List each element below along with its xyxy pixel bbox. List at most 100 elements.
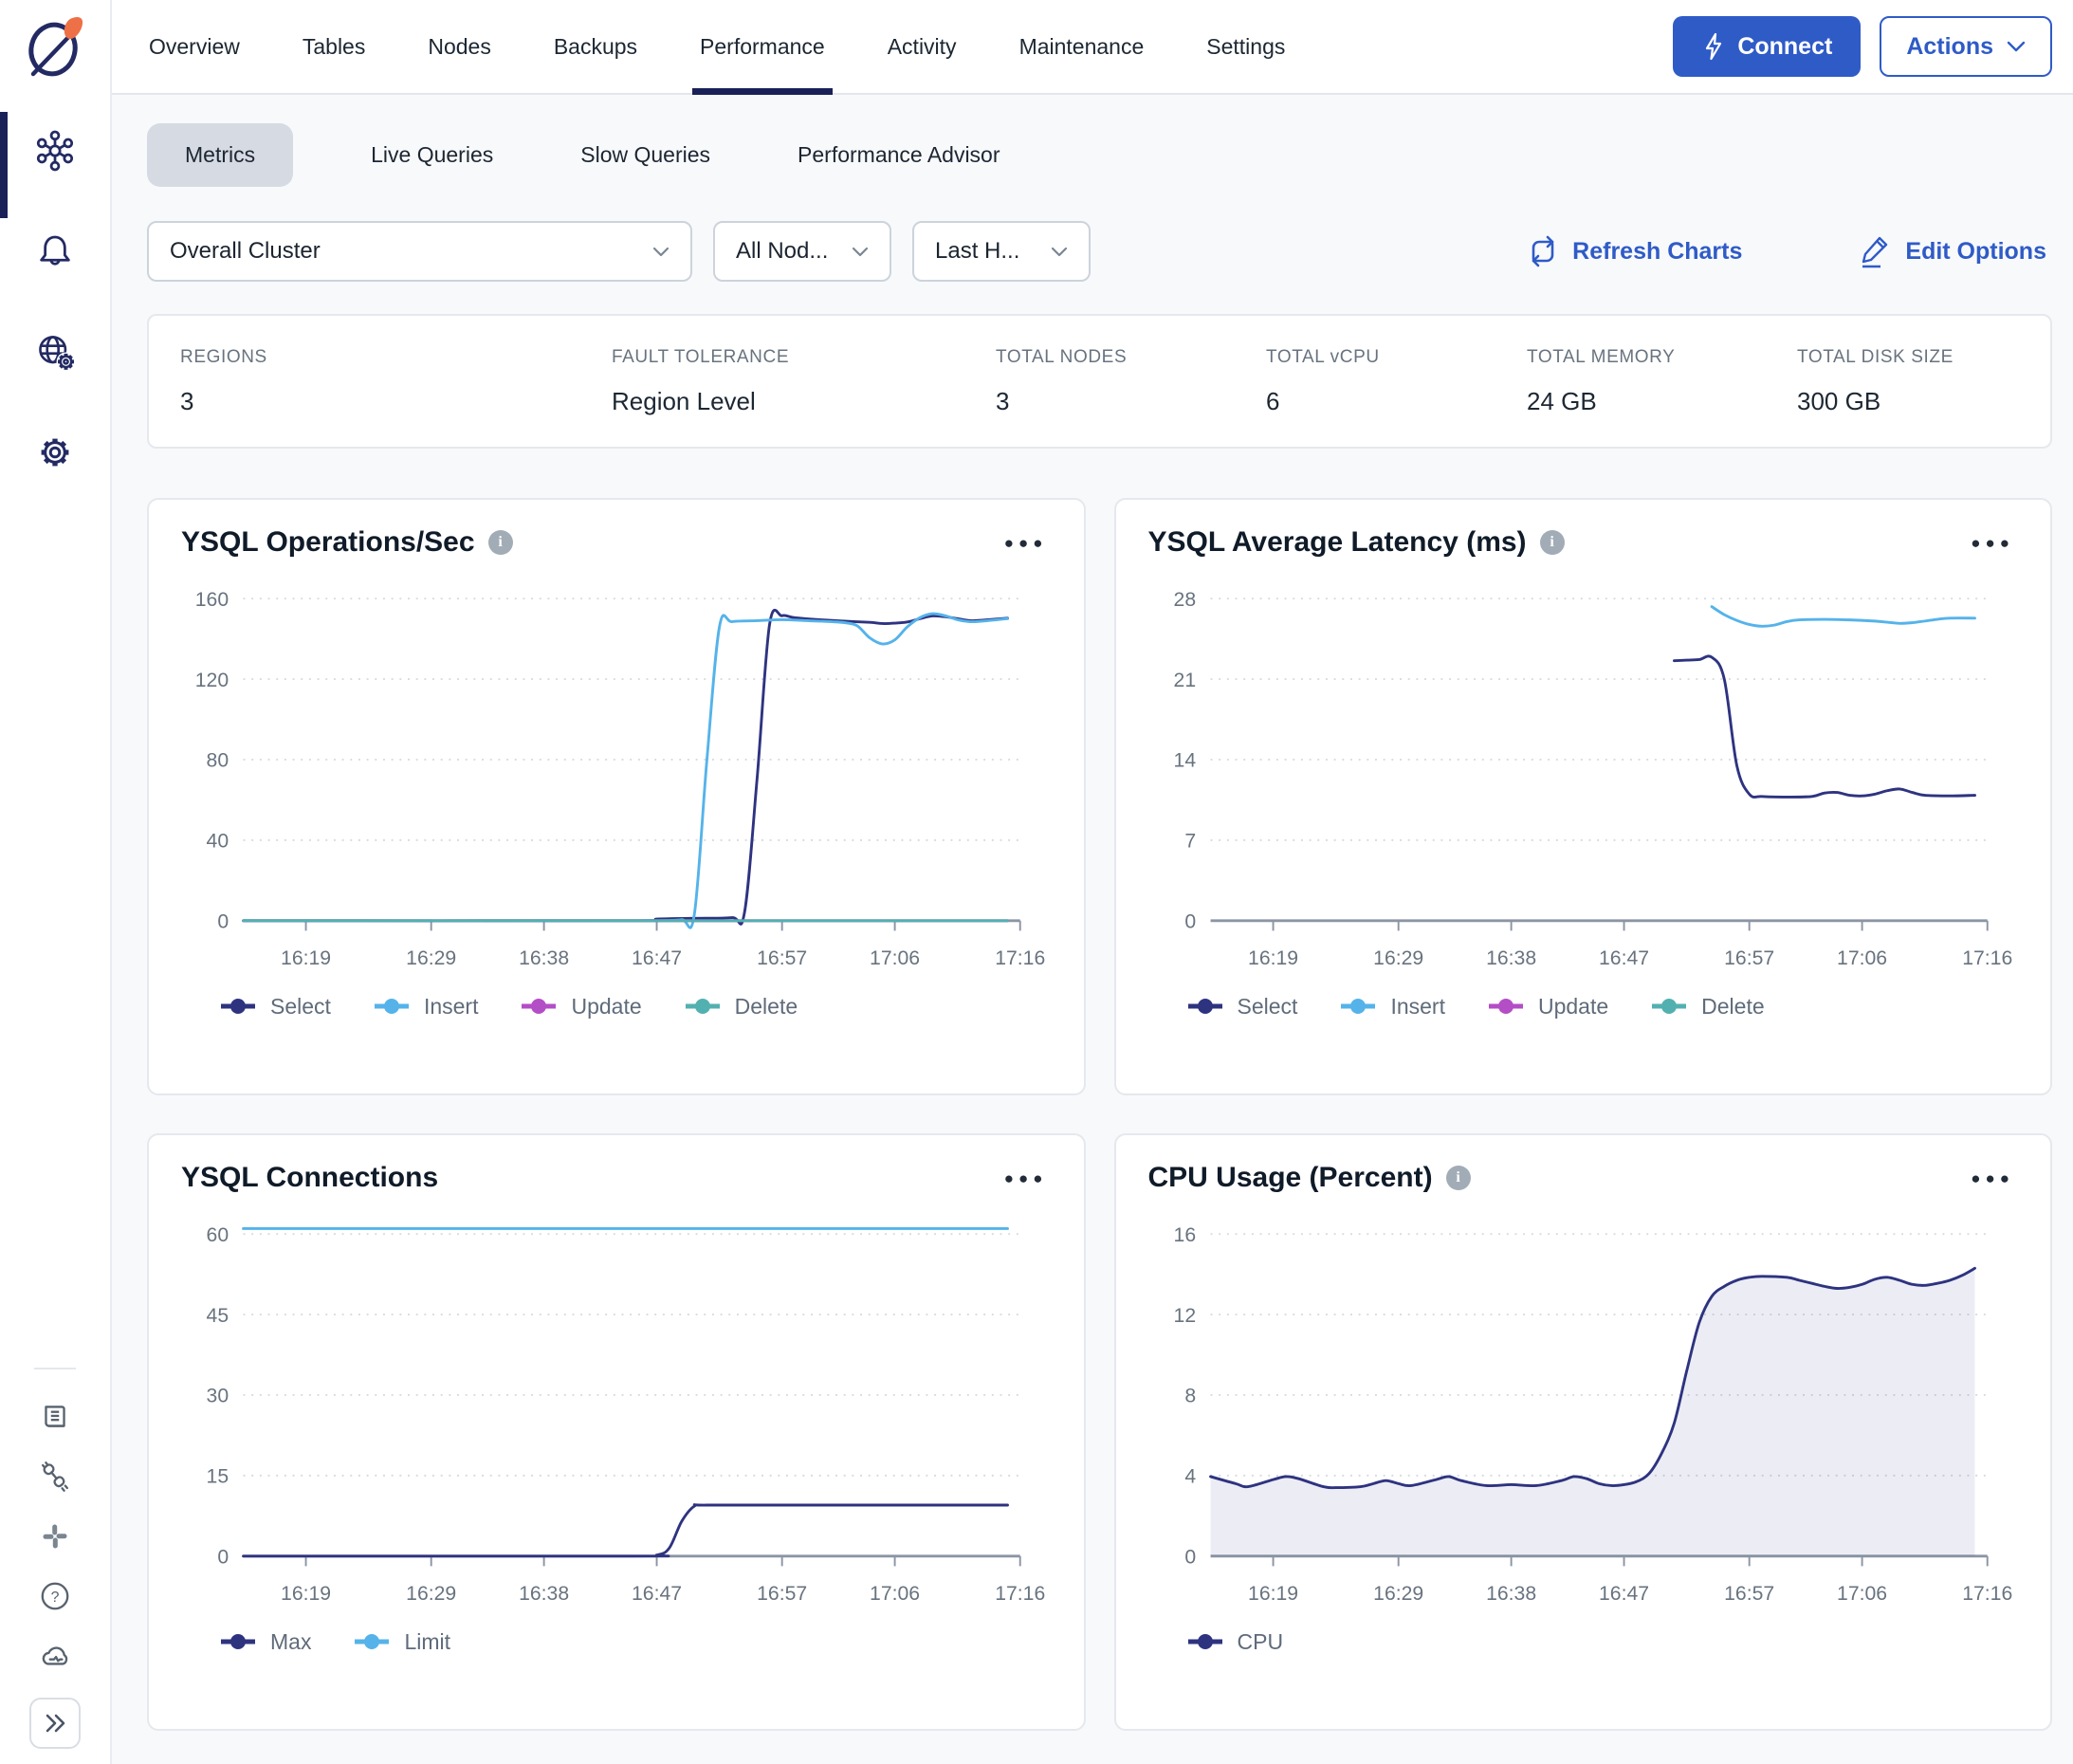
sidebar: ? [0, 0, 112, 1764]
sidebar-item-network-settings[interactable] [31, 328, 79, 376]
chart-title: YSQL Operations/Sec [181, 526, 475, 558]
yugabyte-logo-icon[interactable] [0, 11, 110, 83]
stat-total-disk-size: TOTAL DISK SIZE 300 GB [1797, 347, 2019, 416]
ysql-latency-chart: 0 7 14 21 28 16:19 16:29 16:38 16:47 16:57 17:06 17… [1173, 589, 2012, 969]
sidebar-item-settings[interactable] [31, 429, 79, 476]
sidebar-item-integrations[interactable] [37, 1459, 73, 1495]
subtab-metrics[interactable]: Metrics [147, 123, 294, 187]
legend-label: Select [270, 993, 331, 1019]
chart-title: CPU Usage (Percent) [1147, 1162, 1433, 1193]
expand-sidebar-button[interactable] [29, 1698, 81, 1749]
connect-button-label: Connect [1737, 32, 1833, 60]
svg-text:17:06: 17:06 [870, 947, 920, 969]
subtab-live-queries[interactable]: Live Queries [361, 123, 503, 187]
svg-text:17:06: 17:06 [870, 1583, 920, 1605]
svg-text:16:57: 16:57 [1724, 947, 1774, 969]
chart-header: YSQL Operations/Sec i ●●● [181, 526, 1052, 559]
legend-item-max[interactable]: Max [219, 1629, 311, 1655]
refresh-charts-button[interactable]: Refresh Charts [1521, 233, 1748, 269]
svg-text:0: 0 [1184, 1546, 1196, 1568]
svg-text:16:38: 16:38 [519, 947, 569, 969]
stat-value: Region Level [612, 386, 756, 415]
legend-item-delete[interactable]: Delete [1650, 994, 1765, 1020]
legend-item-insert[interactable]: Insert [373, 994, 478, 1020]
cluster-stats-bar: REGIONS 3 FAULT TOLERANCE Region Level T… [147, 314, 2052, 449]
legend-item-update[interactable]: Update [520, 994, 642, 1020]
refresh-charts-label: Refresh Charts [1572, 237, 1743, 265]
cpu-usage-chart: 0 4 8 12 16 16:19 16:29 16:38 16:47 16:57 17:06 17:… [1173, 1224, 2012, 1605]
svg-text:16:47: 16:47 [632, 1583, 682, 1605]
legend-label: Update [1537, 993, 1609, 1019]
tab-maintenance[interactable]: Maintenance [1018, 0, 1147, 93]
legend-item-delete[interactable]: Delete [684, 994, 798, 1020]
tab-overview[interactable]: Overview [147, 0, 242, 93]
tab-activity[interactable]: Activity [886, 0, 959, 93]
legend-label: Select [1237, 993, 1298, 1019]
sidebar-item-cloud-status[interactable] [37, 1638, 73, 1674]
svg-text:16:29: 16:29 [1373, 947, 1423, 969]
legend-item-limit[interactable]: Limit [353, 1629, 450, 1655]
connect-button[interactable]: Connect [1673, 16, 1862, 77]
chart-menu-button[interactable]: ●●● [1967, 531, 2018, 555]
svg-text:21: 21 [1173, 670, 1196, 691]
performance-subtabs: Metrics Live Queries Slow Queries Perfor… [147, 123, 2056, 187]
legend-label: Limit [404, 1628, 451, 1654]
tab-settings[interactable]: Settings [1204, 0, 1287, 93]
stat-total-memory: TOTAL MEMORY 24 GB [1527, 347, 1797, 416]
subtab-performance-advisor[interactable]: Performance Advisor [788, 123, 1009, 187]
info-icon[interactable]: i [487, 530, 513, 555]
svg-text:16:29: 16:29 [1373, 1583, 1423, 1605]
chart-menu-button[interactable]: ●●● [1967, 1167, 2018, 1190]
stat-value: 24 GB [1527, 386, 1597, 415]
legend-item-select[interactable]: Select [219, 994, 331, 1020]
metrics-filter-row: Overall Cluster All Nod... Last H... [147, 221, 2052, 282]
svg-text:16:19: 16:19 [281, 947, 331, 969]
lightning-bolt-icon [1706, 32, 1722, 61]
tab-nodes[interactable]: Nodes [426, 0, 492, 93]
chart-menu-button[interactable]: ●●● [1000, 1167, 1052, 1190]
refresh-icon [1532, 235, 1554, 267]
sidebar-item-help[interactable]: ? [37, 1578, 73, 1614]
time-range-select[interactable]: Last H... [912, 221, 1091, 282]
actions-button[interactable]: Actions [1880, 16, 2052, 77]
svg-text:0: 0 [217, 910, 229, 932]
sidebar-item-clusters[interactable] [31, 127, 79, 175]
svg-text:16:47: 16:47 [1599, 947, 1649, 969]
legend-item-cpu[interactable]: CPU [1186, 1629, 1283, 1655]
info-icon[interactable]: i [1445, 1166, 1471, 1190]
tab-tables[interactable]: Tables [301, 0, 367, 93]
tab-performance[interactable]: Performance [692, 0, 833, 95]
sidebar-item-docs[interactable] [37, 1399, 73, 1435]
legend-item-select[interactable]: Select [1186, 993, 1298, 1020]
tab-backups[interactable]: Backups [552, 0, 639, 93]
svg-text:17:06: 17:06 [1837, 1583, 1887, 1605]
svg-text:30: 30 [207, 1386, 229, 1407]
chart-legend: CPU [1186, 1629, 2019, 1655]
legend-item-insert[interactable]: Insert [1339, 994, 1445, 1020]
chart-title: YSQL Connections [181, 1162, 439, 1193]
stat-total-nodes: TOTAL NODES 3 [996, 347, 1266, 416]
cluster-select[interactable]: Overall Cluster [147, 221, 692, 282]
subtab-slow-queries[interactable]: Slow Queries [571, 123, 720, 187]
settings-gear-icon [41, 438, 69, 467]
legend-marker-icon [1187, 999, 1222, 1015]
legend-label: Delete [734, 993, 798, 1019]
nodes-select-value: All Nod... [736, 238, 829, 264]
sidebar-active-indicator [0, 112, 8, 218]
svg-text:160: 160 [195, 589, 229, 611]
info-icon[interactable]: i [1539, 530, 1565, 555]
nodes-select[interactable]: All Nod... [713, 221, 891, 282]
svg-text:17:06: 17:06 [1837, 947, 1887, 969]
sidebar-item-alerts[interactable] [31, 228, 79, 275]
chart-menu-button[interactable]: ●●● [1000, 531, 1052, 555]
svg-text:16:29: 16:29 [406, 947, 456, 969]
clusters-hub-icon [36, 130, 74, 172]
edit-options-button[interactable]: Edit Options [1852, 232, 2052, 270]
svg-text:16:38: 16:38 [1486, 1583, 1536, 1605]
sidebar-item-slack[interactable] [37, 1518, 73, 1554]
legend-marker-icon [355, 1634, 390, 1650]
stat-label: TOTAL NODES [996, 346, 1128, 367]
legend-item-update[interactable]: Update [1487, 994, 1608, 1020]
svg-text:17:16: 17:16 [1962, 1583, 2012, 1605]
